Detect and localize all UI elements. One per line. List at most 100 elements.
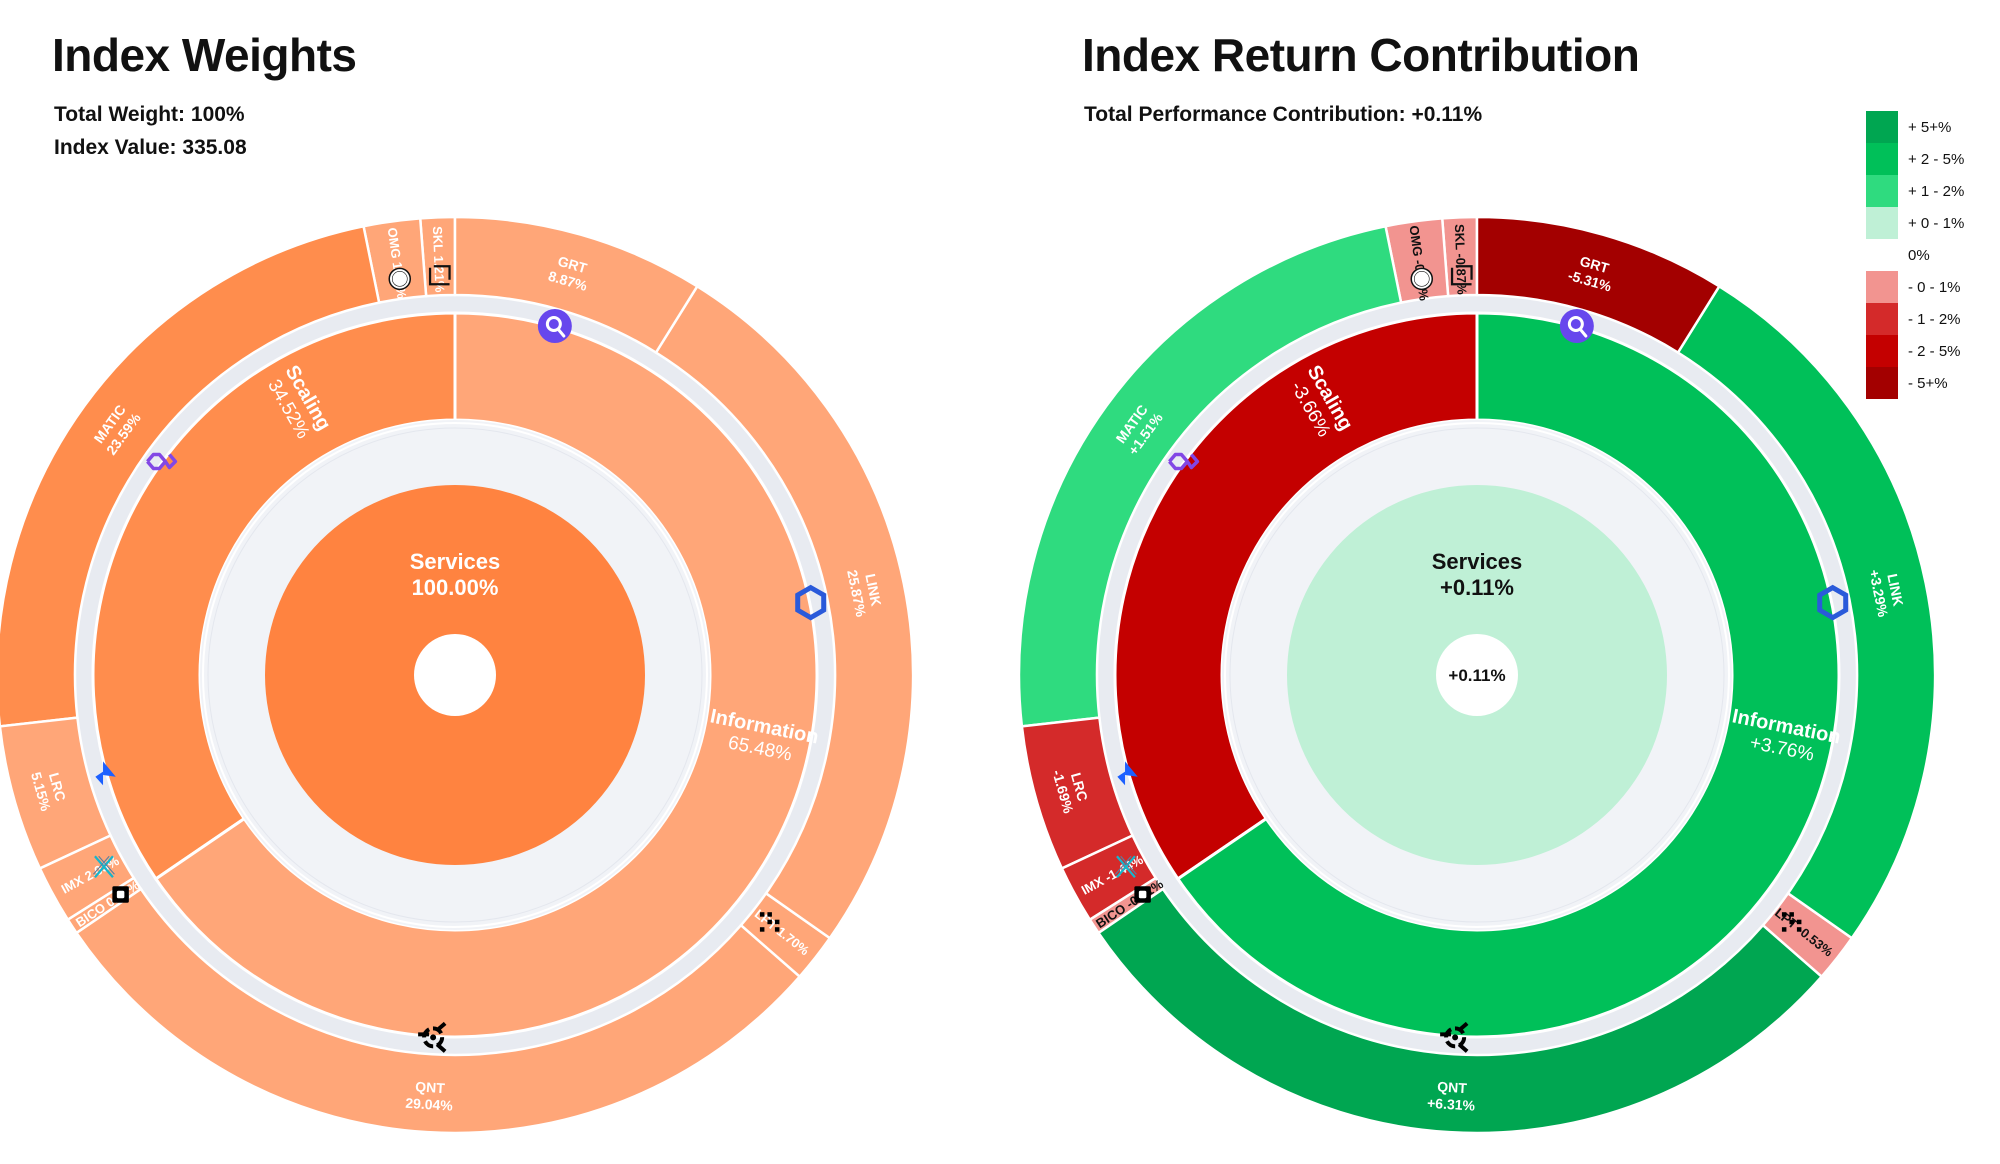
asset-label-omg: OMG 1.99%	[385, 227, 412, 300]
legend-swatch	[1866, 367, 1898, 399]
total-performance-label: Total Performance Contribution:	[1084, 103, 1406, 126]
asset-name-lrc: LRC	[1068, 771, 1091, 803]
legend-item-5: + 5+%	[1866, 111, 1951, 143]
legend-label: - 5+%	[1908, 375, 1948, 392]
center-hole	[414, 634, 496, 716]
root-value: +0.11%	[1440, 575, 1514, 600]
legend-item-1-2: + 1 - 2%	[1866, 175, 1964, 207]
total-performance-value: +0.11%	[1411, 103, 1483, 126]
asset-name-qnt: QNT	[1437, 1078, 1468, 1096]
asset-segment-link[interactable]	[654, 284, 915, 940]
legend-item-2-5: - 2 - 5%	[1866, 335, 1961, 367]
index-weights-sunburst: Services100.00%Scaling34.52%Information6…	[0, 215, 915, 1135]
asset-arc-link[interactable]	[654, 284, 915, 940]
legend-label: + 0 - 1%	[1908, 215, 1964, 232]
index-value-stat: Index Value: 335.08	[54, 136, 247, 160]
center-value: +0.11%	[1448, 666, 1505, 685]
root-value: 100.00%	[412, 575, 499, 600]
asset-label-qnt: QNT+6.31%	[1427, 1021, 1476, 1114]
root-label: Services	[410, 549, 501, 574]
asset-arc-link[interactable]	[1676, 284, 1937, 940]
asset-name-skl: SKL 1.21%	[430, 226, 448, 293]
skale-icon	[1450, 265, 1473, 286]
skale-icon	[428, 265, 451, 286]
omg-icon	[1410, 267, 1434, 291]
center-hole	[1436, 634, 1518, 716]
asset-value-skl: -0.87%	[1453, 253, 1470, 295]
asset-segment-imx[interactable]	[1060, 833, 1158, 922]
asset-name-lrc: LRC	[46, 771, 69, 803]
legend-label: - 1 - 2%	[1908, 311, 1961, 328]
total-weight-value: 100%	[190, 103, 245, 126]
asset-segment-imx[interactable]	[38, 833, 136, 922]
omg-icon	[388, 267, 412, 291]
asset-segment-link[interactable]	[1676, 284, 1937, 940]
loopring-icon	[95, 761, 116, 786]
biconomy-icon	[112, 886, 129, 903]
asset-arc-matic[interactable]	[1017, 224, 1403, 728]
asset-name-text-skl: SKL	[430, 226, 446, 256]
total-performance-stat: Total Performance Contribution: +0.11%	[1084, 103, 1482, 127]
asset-name-text-omg: OMG	[1406, 224, 1426, 260]
immutable-x-icon	[93, 855, 115, 878]
legend-item-2-5: + 2 - 5%	[1866, 143, 1964, 175]
legend-label: + 5+%	[1908, 119, 1951, 136]
livepeer-icon	[759, 912, 780, 932]
asset-segment-qnt[interactable]	[74, 887, 802, 1135]
return-title: Index Return Contribution	[1082, 29, 1640, 81]
asset-name-text-skl: SKL	[1452, 224, 1468, 254]
asset-name-link: LINK	[1884, 572, 1906, 607]
immutable-x-icon	[1115, 855, 1137, 878]
asset-label-omg: OMG -0.86%	[1406, 224, 1434, 302]
legend-label: + 2 - 5%	[1908, 151, 1964, 168]
legend-label: - 0 - 1%	[1908, 279, 1961, 296]
asset-value-skl: 1.21%	[431, 255, 447, 293]
weights-title: Index Weights	[52, 29, 357, 81]
asset-arc-qnt[interactable]	[74, 887, 802, 1135]
index-value-value: 335.08	[182, 136, 247, 159]
asset-arc-lrc[interactable]	[1020, 716, 1135, 871]
asset-arc-imx[interactable]	[38, 833, 136, 922]
chainlink-icon	[795, 584, 827, 621]
legend-swatch	[1866, 207, 1898, 239]
asset-name-text-omg: OMG	[385, 227, 405, 263]
the-graph-icon	[1559, 309, 1594, 344]
asset-arc-grt[interactable]	[1475, 215, 1721, 355]
polygon-icon	[146, 452, 178, 471]
asset-segment-matic[interactable]	[0, 224, 381, 728]
quant-icon	[418, 1021, 447, 1053]
legend-swatch	[1866, 271, 1898, 303]
asset-label-skl: SKL 1.21%	[428, 226, 451, 293]
quant-icon	[1440, 1021, 1469, 1053]
root-label: Services	[1432, 549, 1523, 574]
asset-name-qnt: QNT	[415, 1078, 446, 1096]
legend-label: - 2 - 5%	[1908, 343, 1961, 360]
legend-label: + 1 - 2%	[1908, 183, 1964, 200]
asset-name-grt: GRT	[556, 253, 589, 277]
asset-segment-lrc[interactable]	[0, 716, 113, 871]
asset-value-qnt: +6.31%	[1427, 1095, 1476, 1114]
asset-segment-grt[interactable]	[1475, 215, 1721, 355]
asset-name-link: LINK	[862, 572, 884, 607]
legend-item-1-2: - 1 - 2%	[1866, 303, 1961, 335]
legend-label: 0%	[1908, 247, 1930, 264]
legend-swatch	[1866, 303, 1898, 335]
asset-segment-matic[interactable]	[1017, 224, 1403, 728]
legend-item-0-1: - 0 - 1%	[1866, 271, 1961, 303]
legend-swatch	[1866, 143, 1898, 175]
asset-segment-qnt[interactable]	[1096, 887, 1824, 1135]
asset-arc-qnt[interactable]	[1096, 887, 1824, 1135]
polygon-icon	[1168, 452, 1200, 471]
asset-arc-imx[interactable]	[1060, 833, 1158, 922]
index-value-label: Index Value:	[54, 136, 177, 159]
legend-swatch	[1866, 335, 1898, 367]
legend-swatch	[1866, 111, 1898, 143]
asset-arc-matic[interactable]	[0, 224, 381, 728]
asset-arc-grt[interactable]	[453, 215, 699, 355]
asset-arc-lrc[interactable]	[0, 716, 113, 871]
asset-segment-grt[interactable]	[453, 215, 699, 355]
legend-item-0-1: + 0 - 1%	[1866, 207, 1964, 239]
legend-item-0: 0%	[1908, 247, 1930, 264]
asset-segment-lrc[interactable]	[1020, 716, 1135, 871]
